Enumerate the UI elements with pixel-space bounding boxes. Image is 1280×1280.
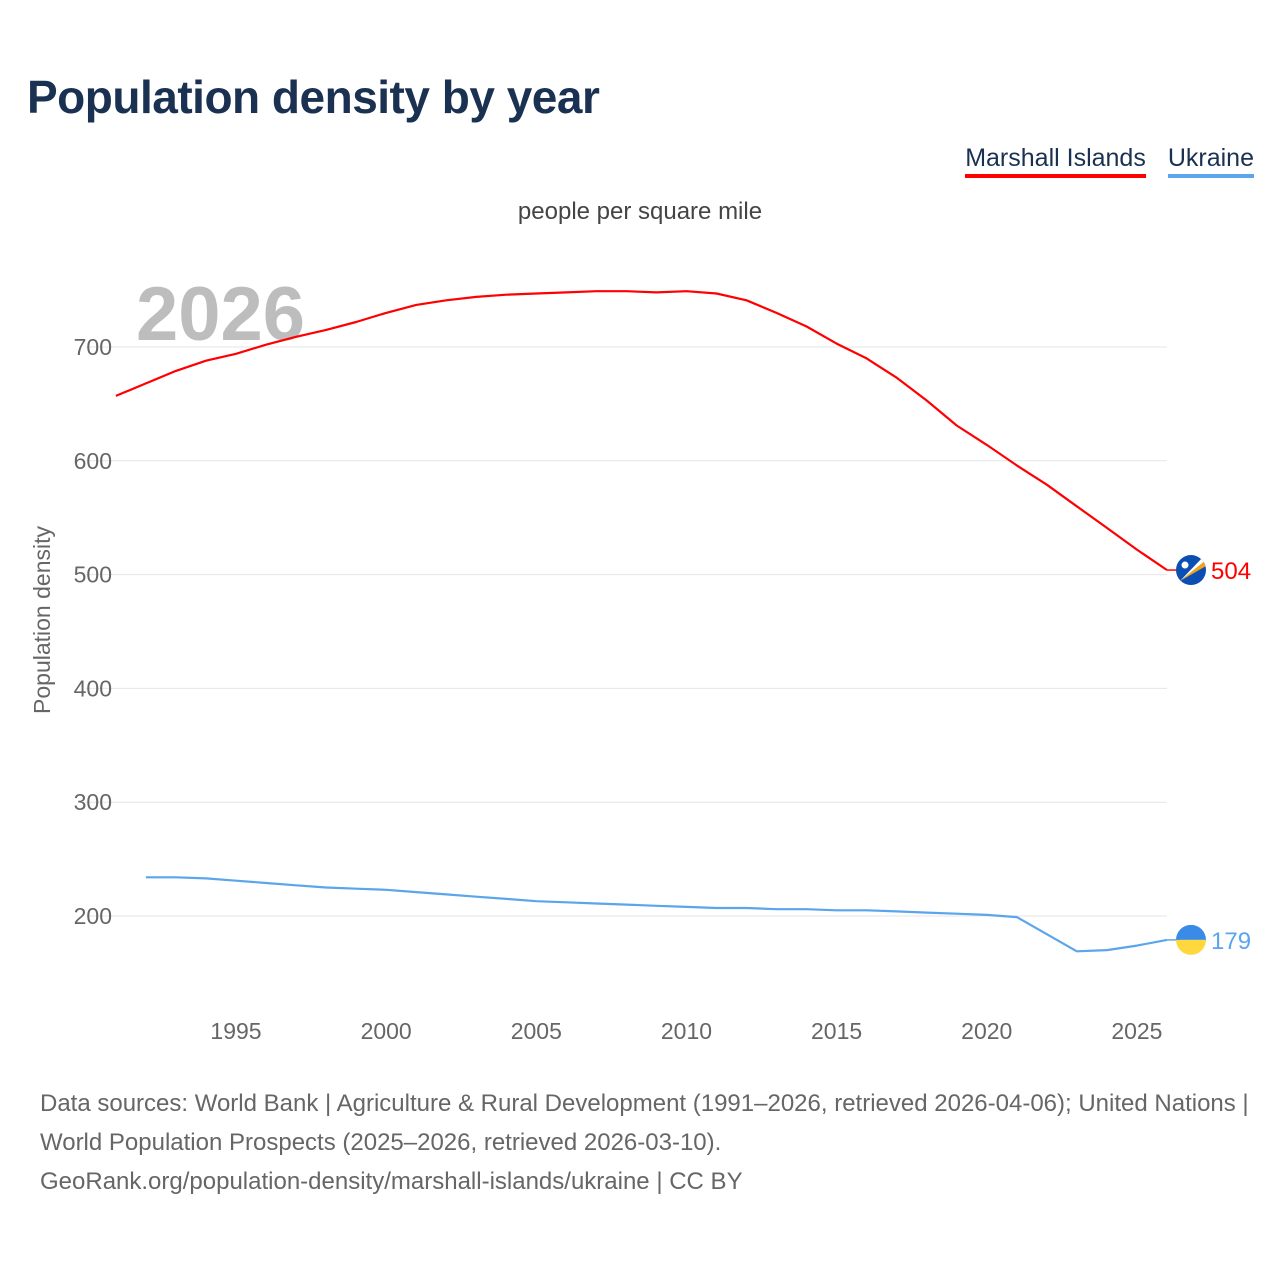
year-watermark: 2026 <box>136 272 305 357</box>
x-tick-label: 2010 <box>661 1018 712 1044</box>
marshall-islands-flag-icon <box>1176 555 1206 586</box>
series-line-ukraine[interactable] <box>145 876 1168 953</box>
y-tick-label: 600 <box>74 448 112 474</box>
legend: Marshall Islands Ukraine <box>965 144 1254 178</box>
legend-item-marshall-islands[interactable]: Marshall Islands <box>965 144 1146 178</box>
y-tick-label: 700 <box>74 334 112 360</box>
x-tick-label: 2015 <box>811 1018 862 1044</box>
y-tick-label: 500 <box>74 562 112 588</box>
y-tick-label: 400 <box>74 675 112 701</box>
footer: Data sources: World Bank | Agriculture &… <box>40 1084 1250 1201</box>
x-tick-label: 2005 <box>511 1018 562 1044</box>
x-tick-label: 1995 <box>210 1018 261 1044</box>
end-value-label: 179 <box>1211 928 1251 955</box>
unit-label: people per square mile <box>517 198 763 225</box>
ukraine-flag-icon <box>1176 924 1206 955</box>
data-sources: Data sources: World Bank | Agriculture &… <box>40 1090 1249 1156</box>
x-tick-label: 2000 <box>361 1018 412 1044</box>
y-axis-label: Population density <box>29 526 55 714</box>
chart-title: Population density by year <box>27 71 600 123</box>
legend-item-ukraine[interactable]: Ukraine <box>1167 144 1254 178</box>
x-tick-label: 2020 <box>961 1018 1012 1044</box>
end-value-label: 504 <box>1211 558 1251 585</box>
y-tick-label: 300 <box>74 789 112 815</box>
y-tick-label: 200 <box>74 903 112 929</box>
x-tick-label: 2025 <box>1111 1018 1162 1044</box>
source-link[interactable]: GeoRank.org/population-density/marshall-… <box>40 1168 743 1195</box>
series-line-marshall-islands[interactable] <box>115 290 1168 571</box>
